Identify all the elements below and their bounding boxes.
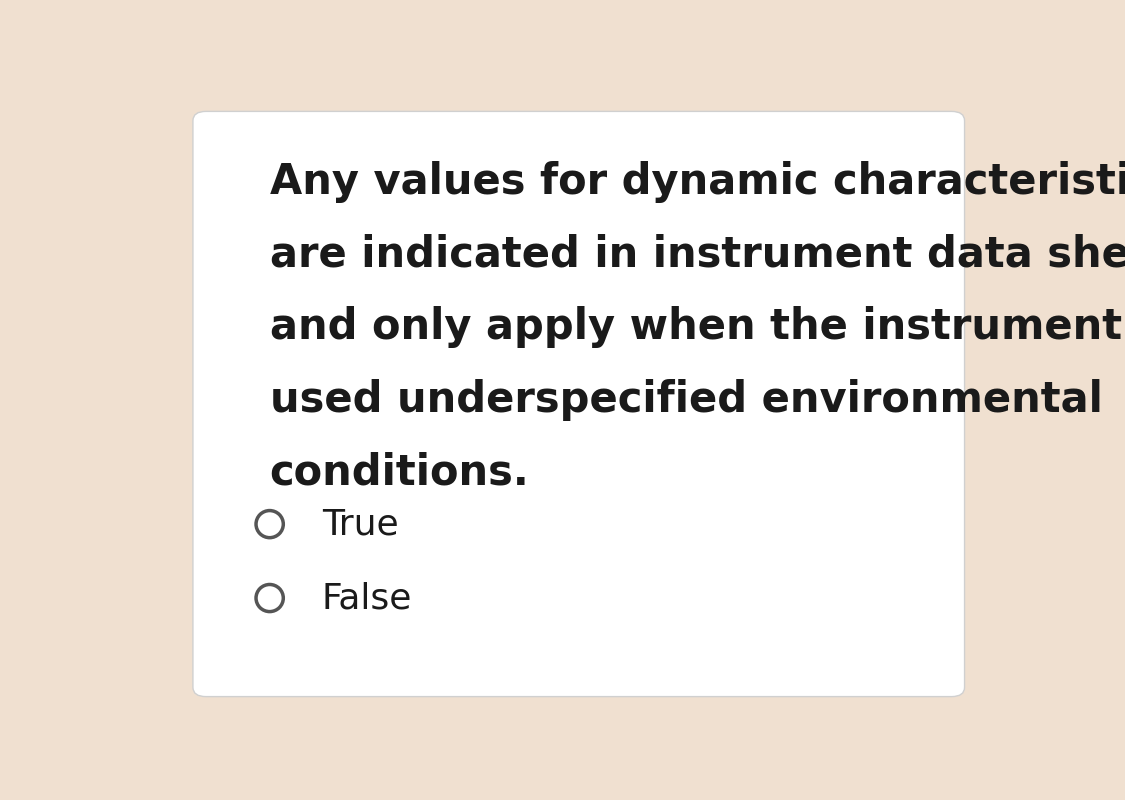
Text: and only apply when the instrument is: and only apply when the instrument is — [270, 306, 1125, 348]
FancyBboxPatch shape — [193, 111, 964, 697]
Ellipse shape — [256, 510, 284, 538]
Text: are indicated in instrument data sheets: are indicated in instrument data sheets — [270, 234, 1125, 275]
Text: Any values for dynamic characteristics: Any values for dynamic characteristics — [270, 161, 1125, 202]
Text: False: False — [322, 581, 413, 615]
Text: True: True — [322, 507, 398, 541]
Ellipse shape — [256, 585, 284, 611]
Text: used underspecified environmental: used underspecified environmental — [270, 378, 1102, 421]
Text: conditions.: conditions. — [270, 451, 530, 494]
